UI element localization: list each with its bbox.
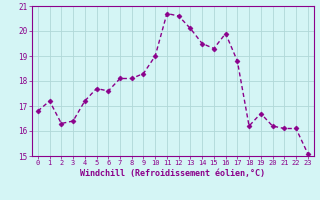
X-axis label: Windchill (Refroidissement éolien,°C): Windchill (Refroidissement éolien,°C): [80, 169, 265, 178]
